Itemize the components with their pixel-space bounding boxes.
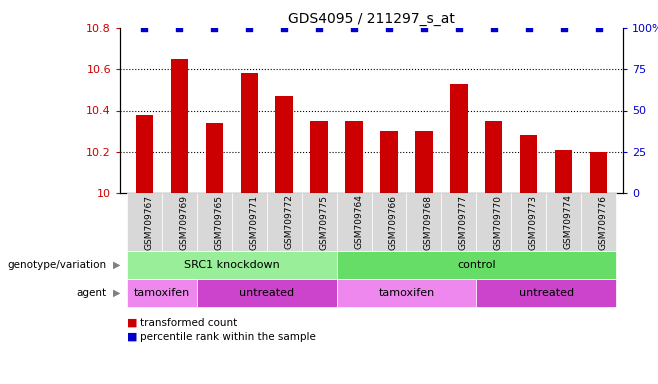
Text: GSM709772: GSM709772 xyxy=(284,195,293,250)
Point xyxy=(488,25,499,31)
Bar xyxy=(345,121,363,193)
Text: ■: ■ xyxy=(126,318,137,328)
Bar xyxy=(205,123,223,193)
Bar xyxy=(276,96,293,193)
Text: control: control xyxy=(457,260,495,270)
Point xyxy=(594,25,604,31)
Point xyxy=(384,25,394,31)
Text: GSM709770: GSM709770 xyxy=(494,195,503,250)
Text: GSM709767: GSM709767 xyxy=(145,195,153,250)
Bar xyxy=(485,121,503,193)
Text: GSM709775: GSM709775 xyxy=(319,195,328,250)
Point xyxy=(418,25,429,31)
Bar xyxy=(136,115,153,193)
Bar xyxy=(520,135,538,193)
Text: untreated: untreated xyxy=(239,288,294,298)
Text: tamoxifen: tamoxifen xyxy=(134,288,190,298)
Point xyxy=(349,25,359,31)
Point xyxy=(279,25,290,31)
Text: untreated: untreated xyxy=(519,288,574,298)
Bar xyxy=(415,131,432,193)
Bar xyxy=(170,59,188,193)
Text: GSM709769: GSM709769 xyxy=(180,195,188,250)
Text: GSM709777: GSM709777 xyxy=(459,195,468,250)
Point xyxy=(139,25,150,31)
Text: GSM709774: GSM709774 xyxy=(564,195,572,250)
Text: GSM709764: GSM709764 xyxy=(354,195,363,250)
Text: GSM709765: GSM709765 xyxy=(215,195,223,250)
Text: ■: ■ xyxy=(126,332,137,342)
Bar xyxy=(450,84,468,193)
Text: transformed count: transformed count xyxy=(139,318,237,328)
Bar xyxy=(241,73,258,193)
Text: agent: agent xyxy=(77,288,107,298)
Text: GSM709766: GSM709766 xyxy=(389,195,398,250)
Text: percentile rank within the sample: percentile rank within the sample xyxy=(139,332,316,342)
Text: ▶: ▶ xyxy=(113,260,120,270)
Text: ▶: ▶ xyxy=(113,288,120,298)
Text: genotype/variation: genotype/variation xyxy=(8,260,107,270)
Text: GSM709773: GSM709773 xyxy=(528,195,538,250)
Text: GSM709776: GSM709776 xyxy=(599,195,607,250)
Bar xyxy=(590,152,607,193)
Text: SRC1 knockdown: SRC1 knockdown xyxy=(184,260,280,270)
Text: GSM709771: GSM709771 xyxy=(249,195,258,250)
Point xyxy=(244,25,255,31)
Text: tamoxifen: tamoxifen xyxy=(378,288,434,298)
Point xyxy=(453,25,464,31)
Title: GDS4095 / 211297_s_at: GDS4095 / 211297_s_at xyxy=(288,12,455,26)
Point xyxy=(174,25,185,31)
Bar xyxy=(555,150,572,193)
Bar xyxy=(380,131,397,193)
Point xyxy=(523,25,534,31)
Point xyxy=(209,25,220,31)
Bar xyxy=(311,121,328,193)
Point xyxy=(314,25,324,31)
Point xyxy=(559,25,569,31)
Text: GSM709768: GSM709768 xyxy=(424,195,433,250)
